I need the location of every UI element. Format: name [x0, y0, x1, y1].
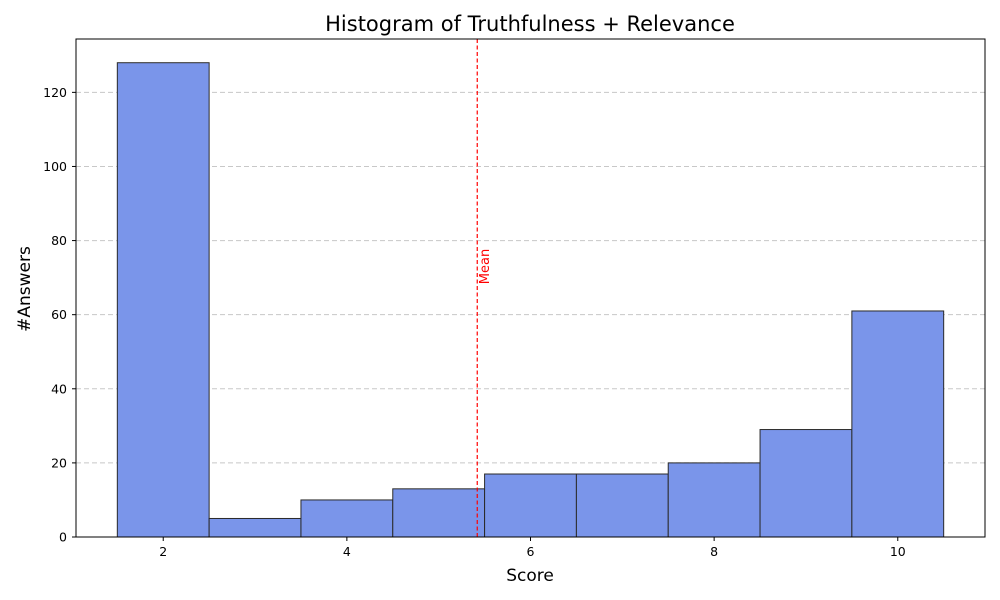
histogram-bar — [300, 499, 394, 538]
y-tick-label: 100 — [43, 159, 67, 174]
y-tick-label: 20 — [51, 455, 67, 470]
mean-label: Mean — [478, 249, 493, 284]
histogram-bar — [667, 462, 761, 538]
histogram-bar — [759, 429, 853, 538]
x-tick-label: 6 — [527, 544, 535, 559]
bars — [116, 62, 945, 538]
y-tick-label: 80 — [51, 233, 67, 248]
histogram-bar — [575, 473, 669, 538]
histogram-bar — [851, 310, 945, 538]
y-axis-label: #Answers — [15, 246, 35, 332]
x-axis-label: Score — [506, 566, 554, 586]
mean-marker: Mean — [476, 39, 493, 537]
histogram-bar — [208, 517, 302, 538]
x-tick-label: 10 — [890, 544, 906, 559]
histogram-bar — [392, 488, 486, 538]
grid-lines — [76, 91, 985, 464]
y-tick-label: 60 — [51, 307, 67, 322]
x-tick-label: 8 — [710, 544, 718, 559]
x-tick-label: 4 — [343, 544, 351, 559]
y-tick-label: 0 — [59, 530, 67, 545]
x-tick-label: 2 — [159, 544, 167, 559]
chart-title: Histogram of Truthfulness + Relevance — [325, 12, 735, 36]
histogram-bar — [484, 473, 577, 538]
histogram-bar — [116, 62, 210, 538]
y-tick-label: 120 — [43, 85, 67, 100]
y-tick-label: 40 — [51, 381, 67, 396]
